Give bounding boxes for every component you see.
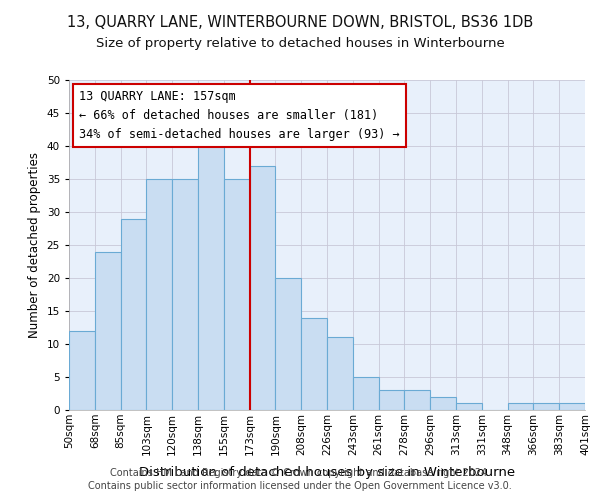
Bar	[95, 252, 121, 410]
Bar	[224, 179, 250, 410]
Bar	[275, 278, 301, 410]
Bar	[456, 404, 482, 410]
Bar	[379, 390, 404, 410]
Bar	[146, 179, 172, 410]
Bar	[172, 179, 198, 410]
Bar	[353, 377, 379, 410]
Bar	[69, 331, 95, 410]
Bar	[121, 218, 146, 410]
Text: Contains HM Land Registry data © Crown copyright and database right 2024.: Contains HM Land Registry data © Crown c…	[110, 468, 490, 477]
Text: 13, QUARRY LANE, WINTERBOURNE DOWN, BRISTOL, BS36 1DB: 13, QUARRY LANE, WINTERBOURNE DOWN, BRIS…	[67, 15, 533, 30]
Bar	[430, 397, 456, 410]
Text: Contains public sector information licensed under the Open Government Licence v3: Contains public sector information licen…	[88, 481, 512, 491]
Bar	[198, 133, 224, 410]
Bar	[327, 338, 353, 410]
Bar	[404, 390, 430, 410]
Bar	[508, 404, 533, 410]
Y-axis label: Number of detached properties: Number of detached properties	[28, 152, 41, 338]
Text: Size of property relative to detached houses in Winterbourne: Size of property relative to detached ho…	[95, 38, 505, 51]
Bar	[533, 404, 559, 410]
Bar	[250, 166, 275, 410]
X-axis label: Distribution of detached houses by size in Winterbourne: Distribution of detached houses by size …	[139, 466, 515, 479]
Bar	[301, 318, 327, 410]
Text: 13 QUARRY LANE: 157sqm
← 66% of detached houses are smaller (181)
34% of semi-de: 13 QUARRY LANE: 157sqm ← 66% of detached…	[79, 90, 400, 141]
Bar	[559, 404, 585, 410]
